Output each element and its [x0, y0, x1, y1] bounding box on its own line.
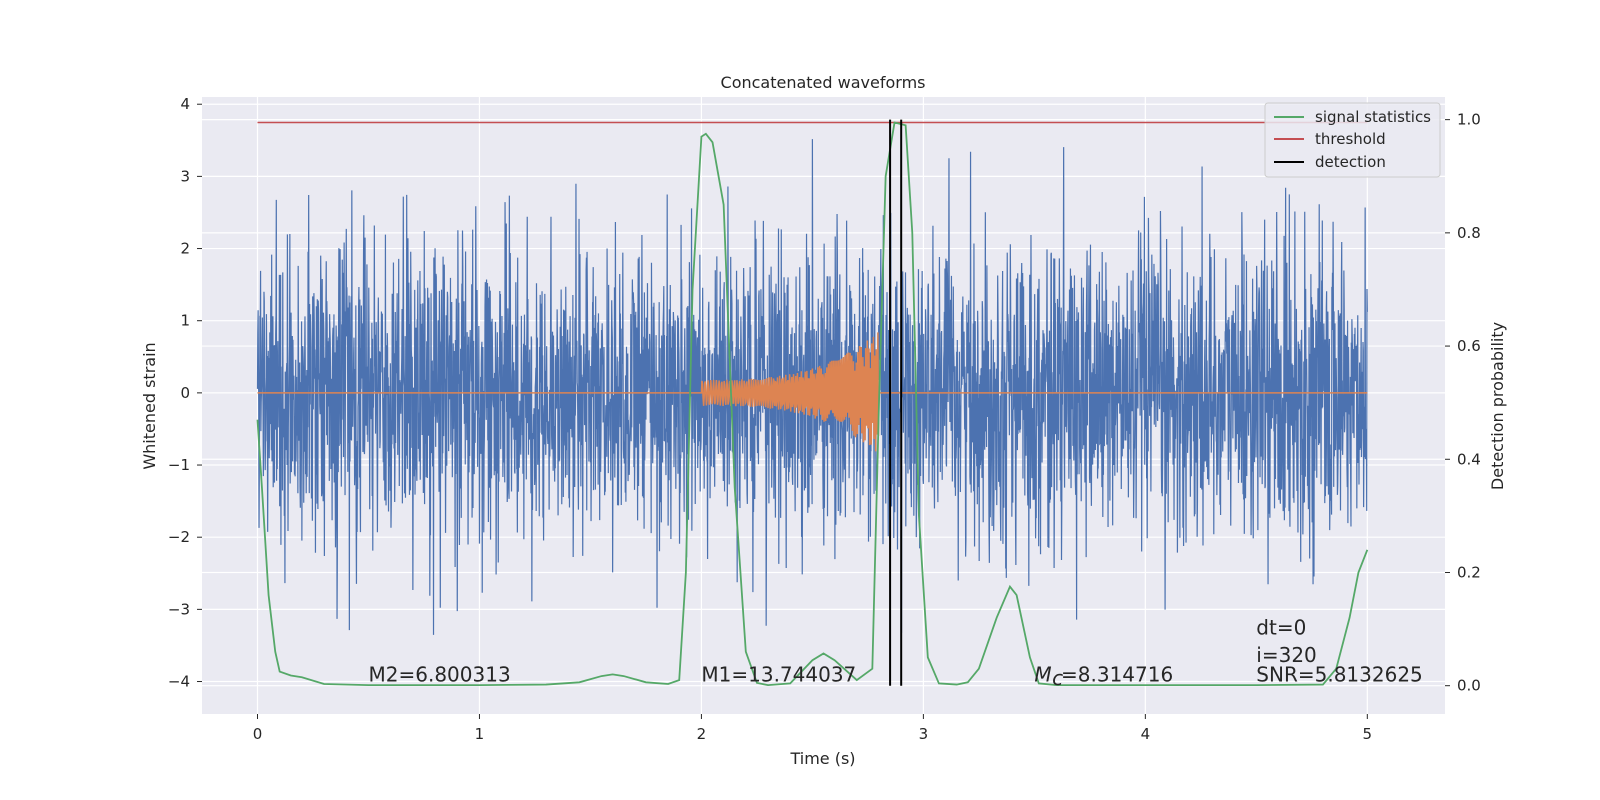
y-axis-label: Whitened strain — [140, 342, 159, 469]
y2-axis-label: Detection probability — [1488, 322, 1507, 490]
legend-label-detection: detection — [1315, 153, 1386, 171]
annotation-m2: M2=6.800313 — [369, 663, 511, 687]
annotation-dt: dt=0 — [1256, 616, 1306, 640]
y-tick-label: 0 — [180, 384, 190, 402]
ticks: 0 1 2 3 4 5 −4 −3 −2 −1 0 1 2 3 4 0.0 0.2 0.4 0.6 0.8 1.0 — [168, 95, 1481, 743]
y2-tick-label: 0.6 — [1457, 337, 1481, 355]
y2-tick-label: 0.0 — [1457, 677, 1481, 695]
annotation-mc-value: =8.314716 — [1061, 663, 1173, 687]
strain-line — [256, 139, 1368, 635]
x-axis-label: Time (s) — [789, 749, 855, 768]
y-tick-label: −4 — [168, 673, 190, 691]
x-tick-label: 5 — [1363, 725, 1373, 743]
legend-label-threshold: threshold — [1315, 130, 1386, 148]
x-tick-label: 4 — [1141, 725, 1151, 743]
strain-series — [256, 139, 1368, 635]
legend-label-signal-statistics: signal statistics — [1315, 108, 1431, 126]
legend: signal statistics threshold detection — [1264, 102, 1441, 178]
y-tick-label: −2 — [168, 528, 190, 546]
y-tick-label: 1 — [180, 312, 190, 330]
chart-title: Concatenated waveforms — [721, 73, 926, 92]
template-line — [257, 332, 1368, 452]
y2-tick-label: 0.8 — [1457, 224, 1481, 242]
y-tick-label: 3 — [180, 167, 190, 185]
y-tick-label: 2 — [180, 240, 190, 258]
legend-box — [1264, 102, 1441, 178]
y-tick-label: 4 — [180, 95, 190, 113]
y2-tick-label: 0.2 — [1457, 563, 1481, 581]
annotation-i: i=320 — [1256, 643, 1317, 667]
x-tick-label: 3 — [919, 725, 929, 743]
signal-statistics-series — [256, 121, 1369, 687]
y-tick-label: −1 — [168, 456, 190, 474]
annotation-m1: M1=13.744037 — [701, 663, 856, 687]
x-tick-label: 2 — [697, 725, 707, 743]
x-tick-label: 1 — [475, 725, 485, 743]
signal-statistics-line — [256, 121, 1369, 687]
annotation-snr: SNR=5.8132625 — [1256, 663, 1422, 687]
annotation-mc-symbol: M — [1034, 663, 1051, 687]
y2-tick-label: 0.4 — [1457, 450, 1481, 468]
detection-series — [889, 119, 903, 686]
annotation-mc-subscript: c — [1052, 666, 1063, 690]
template-series — [257, 332, 1368, 452]
x-tick-label: 0 — [253, 725, 263, 743]
y-tick-label: −3 — [168, 600, 190, 618]
y2-tick-label: 1.0 — [1457, 111, 1481, 129]
